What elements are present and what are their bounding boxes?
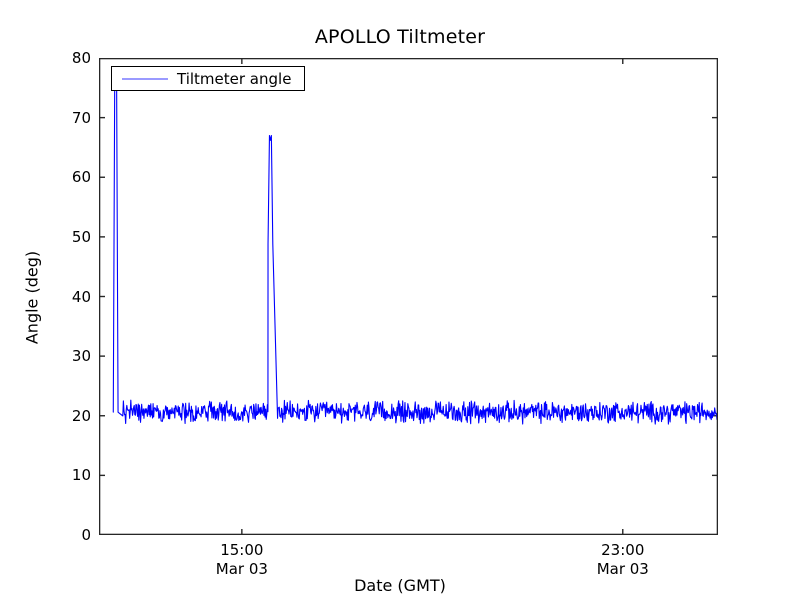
x-tick-label-date: Mar 03 [215,560,268,578]
y-tick-label: 0 [81,526,91,544]
plot-svg [99,58,718,535]
x-tick-label-group: 15:00 Mar 03 [182,541,302,578]
y-tick-label: 40 [71,287,91,306]
y-tick-label: 60 [71,168,91,187]
legend-line-swatch [122,77,168,80]
x-tick-label-time: 23:00 [601,541,645,559]
chart-title: APOLLO Tiltmeter [314,26,486,48]
y-tick-label: 50 [71,227,91,246]
legend: Tiltmeter angle [111,66,305,91]
y-tick-label: 20 [71,406,91,425]
x-tick-label-group: 23:00 Mar 03 [563,541,683,578]
y-tick-label: 80 [71,49,91,67]
plot-background [99,58,718,535]
y-tick-label: 70 [71,108,91,127]
plot-area [99,58,718,535]
legend-entry-tiltmeter-angle: Tiltmeter angle [112,67,304,90]
y-tick-label: 10 [71,466,91,485]
legend-label: Tiltmeter angle [177,69,292,88]
plot-frame [99,58,718,535]
tiltmeter-angle-line [112,81,718,425]
x-tick-label-date: Mar 03 [596,560,649,578]
y-tick-label: 30 [71,347,91,366]
x-axis-label: Date (GMT) [354,576,446,595]
x-tick-label-time: 15:00 [220,541,264,559]
